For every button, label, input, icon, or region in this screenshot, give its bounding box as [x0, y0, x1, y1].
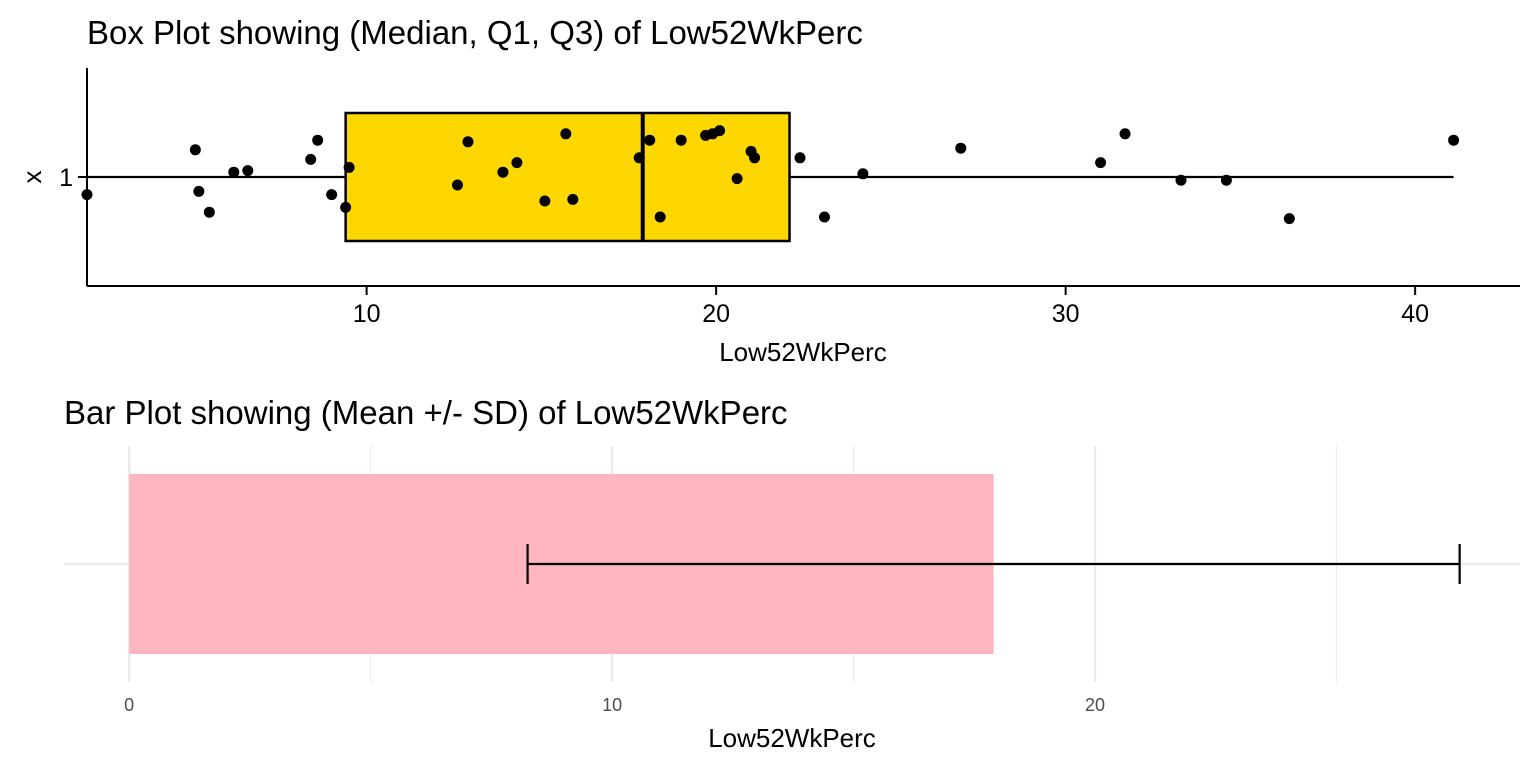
- x-tick-label: 20: [1085, 695, 1105, 715]
- x-tick-label: 10: [602, 695, 622, 715]
- data-point: [326, 189, 338, 201]
- data-point: [539, 195, 551, 207]
- data-point: [511, 157, 523, 169]
- data-point: [497, 166, 509, 178]
- data-point: [644, 134, 656, 146]
- box-plot-panel: Box Plot showing (Median, Q1, Q3) of Low…: [17, 14, 1520, 367]
- data-point: [242, 165, 254, 177]
- data-point: [1175, 174, 1187, 186]
- x-tick-label: 40: [1401, 300, 1429, 328]
- bar-plot-panel: Bar Plot showing (Mean +/- SD) of Low52W…: [64, 394, 1520, 753]
- data-point: [731, 173, 743, 185]
- bar-plot-title: Bar Plot showing (Mean +/- SD) of Low52W…: [64, 394, 788, 431]
- y-tick-label: 1: [59, 164, 73, 192]
- data-point: [340, 201, 352, 213]
- data-point: [560, 128, 572, 140]
- data-point: [203, 206, 215, 218]
- box-plot-title: Box Plot showing (Median, Q1, Q3) of Low…: [87, 14, 863, 51]
- box-x-ticks: 10 20 30 40: [353, 286, 1429, 328]
- data-point: [794, 152, 806, 164]
- data-point: [1095, 157, 1107, 169]
- data-point: [714, 125, 726, 137]
- data-point: [189, 144, 201, 156]
- x-tick-label: 30: [1052, 300, 1080, 328]
- data-point: [193, 185, 205, 197]
- box-x-axis-title: Low52WkPerc: [719, 337, 887, 367]
- data-point: [675, 134, 687, 146]
- data-point: [567, 193, 579, 205]
- jitter-points: [81, 125, 1460, 225]
- box-plot-marks: [81, 111, 1460, 243]
- sd-errorbar: [526, 544, 1461, 584]
- data-point: [749, 152, 761, 164]
- data-point: [1283, 213, 1295, 225]
- data-point: [654, 211, 666, 223]
- data-point: [633, 152, 645, 164]
- data-point: [343, 161, 355, 173]
- data-point: [305, 153, 317, 165]
- x-tick-label: 20: [702, 300, 730, 328]
- data-point: [1220, 174, 1232, 186]
- x-tick-label: 10: [353, 300, 381, 328]
- data-point: [818, 211, 830, 223]
- data-point: [228, 166, 240, 178]
- box-y-axis-title: x: [17, 171, 47, 184]
- data-point: [312, 134, 324, 146]
- bar-x-axis-title: Low52WkPerc: [708, 723, 876, 753]
- x-tick-label: 0: [124, 695, 134, 715]
- data-point: [451, 179, 463, 191]
- data-point: [1119, 128, 1131, 140]
- data-point: [462, 136, 474, 148]
- data-point: [955, 142, 967, 154]
- data-point: [1448, 134, 1460, 146]
- data-point: [857, 168, 869, 180]
- bar-x-ticks: 0 10 20: [124, 695, 1105, 715]
